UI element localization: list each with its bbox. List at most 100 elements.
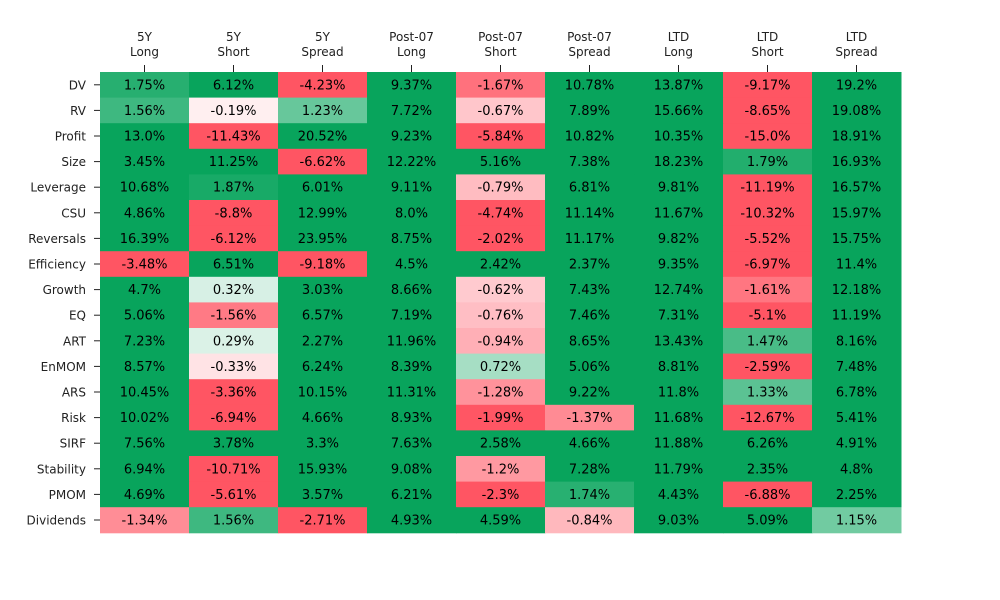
heatmap-cell [367, 481, 457, 508]
heatmap-cell [456, 430, 546, 457]
cell-value-label: 4.8% [840, 462, 873, 477]
column-header-side: Spread [568, 45, 610, 59]
cell-value-label: 6.51% [213, 258, 254, 273]
heatmap-cell [100, 148, 190, 175]
cell-value-label: 20.52% [298, 130, 348, 145]
heatmap-cell [100, 302, 190, 329]
cell-value-label: 11.96% [387, 334, 437, 349]
cell-value-label: 4.91% [836, 437, 877, 452]
heatmap-cell [634, 353, 724, 380]
row-label: Stability [37, 462, 86, 476]
heatmap-cell [456, 379, 546, 406]
cell-value-label: -15.0% [745, 130, 791, 145]
heatmap-cell [278, 148, 368, 175]
cell-value-label: -0.79% [478, 181, 524, 196]
heatmap-cell [545, 276, 635, 303]
heatmap-cell [634, 225, 724, 252]
heatmap-cell [278, 456, 368, 483]
cell-value-label: 4.7% [128, 283, 161, 298]
row-label: ART [63, 334, 87, 348]
heatmap-cell [812, 430, 902, 457]
cell-value-label: 11.17% [565, 232, 615, 247]
cell-value-label: 1.56% [124, 104, 165, 119]
heatmap-cell [367, 328, 457, 355]
heatmap-cell [367, 200, 457, 227]
heatmap-cell [189, 123, 279, 150]
heatmap-cell [278, 404, 368, 431]
heatmap-cell [367, 430, 457, 457]
cell-value-label: 10.45% [120, 386, 170, 401]
heatmap-cell [545, 302, 635, 329]
column-headers: 5YLong5YShort5YSpreadPost-07LongPost-07S… [130, 30, 878, 72]
cell-value-label: 1.56% [213, 514, 254, 529]
cell-value-label: 12.99% [298, 206, 348, 221]
row-label: Size [61, 155, 86, 169]
heatmap-cell [634, 328, 724, 355]
heatmap-cell [189, 276, 279, 303]
heatmap-cell [812, 302, 902, 329]
cell-value-label: 8.66% [391, 283, 432, 298]
column-header-side: Short [751, 45, 783, 59]
row-label: Dividends [27, 514, 86, 528]
cell-value-label: 5.06% [124, 309, 165, 324]
cell-value-label: 3.57% [302, 488, 343, 503]
heatmap-cell [634, 276, 724, 303]
heatmap-cell [189, 481, 279, 508]
cell-value-label: 8.93% [391, 411, 432, 426]
heatmap-cell [545, 174, 635, 201]
cell-value-label: 4.5% [395, 258, 428, 273]
heatmap-cell [367, 276, 457, 303]
heatmap-cell [278, 97, 368, 124]
cell-value-label: 9.03% [658, 514, 699, 529]
cell-value-label: 11.67% [654, 206, 704, 221]
heatmap-cell [812, 276, 902, 303]
heatmap-cell [723, 148, 813, 175]
heatmap-cell [634, 507, 724, 534]
column-header-group: Post-07 [567, 30, 612, 44]
cell-value-label: 7.48% [836, 360, 877, 375]
heatmap-cell [456, 97, 546, 124]
cell-value-label: 7.31% [658, 309, 699, 324]
cell-value-label: 7.63% [391, 437, 432, 452]
cell-value-label: 3.78% [213, 437, 254, 452]
cell-value-label: 12.18% [832, 283, 882, 298]
heatmap-cell [456, 148, 546, 175]
cell-value-label: -11.19% [740, 181, 794, 196]
heatmap-cell [367, 507, 457, 534]
cell-value-label: 11.79% [654, 462, 704, 477]
cell-value-label: -1.99% [478, 411, 524, 426]
cell-value-label: -3.36% [211, 386, 257, 401]
heatmap-cell [545, 353, 635, 380]
cell-value-label: 15.93% [298, 462, 348, 477]
column-header-group: LTD [757, 30, 779, 44]
cell-value-label: 2.35% [747, 462, 788, 477]
heatmap-cell [367, 404, 457, 431]
cell-value-label: -2.59% [745, 360, 791, 375]
heatmap-cell [189, 507, 279, 534]
heatmap-cell [278, 481, 368, 508]
cell-value-label: 11.8% [658, 386, 699, 401]
heatmap-cell [723, 302, 813, 329]
cell-value-label: 9.11% [391, 181, 432, 196]
heatmap-cell [545, 251, 635, 278]
cell-value-label: -11.43% [206, 130, 260, 145]
cell-value-label: 2.25% [836, 488, 877, 503]
cell-value-label: 10.02% [120, 411, 170, 426]
heatmap-cell [545, 97, 635, 124]
cell-value-label: 11.14% [565, 206, 615, 221]
row-label: Growth [43, 283, 86, 297]
column-header-group: LTD [668, 30, 690, 44]
cell-value-label: 6.57% [302, 309, 343, 324]
cell-value-label: 1.15% [836, 514, 877, 529]
cell-value-label: 7.89% [569, 104, 610, 119]
heatmap-cell [634, 379, 724, 406]
cell-value-label: -2.02% [478, 232, 524, 247]
cell-value-label: 9.82% [658, 232, 699, 247]
column-header-group: Post-07 [389, 30, 434, 44]
heatmap-cell [723, 276, 813, 303]
cell-value-label: 11.68% [654, 411, 704, 426]
cell-value-label: 0.29% [213, 334, 254, 349]
heatmap-cell [367, 251, 457, 278]
heatmap-cell [100, 481, 190, 508]
heatmap-cell [189, 225, 279, 252]
